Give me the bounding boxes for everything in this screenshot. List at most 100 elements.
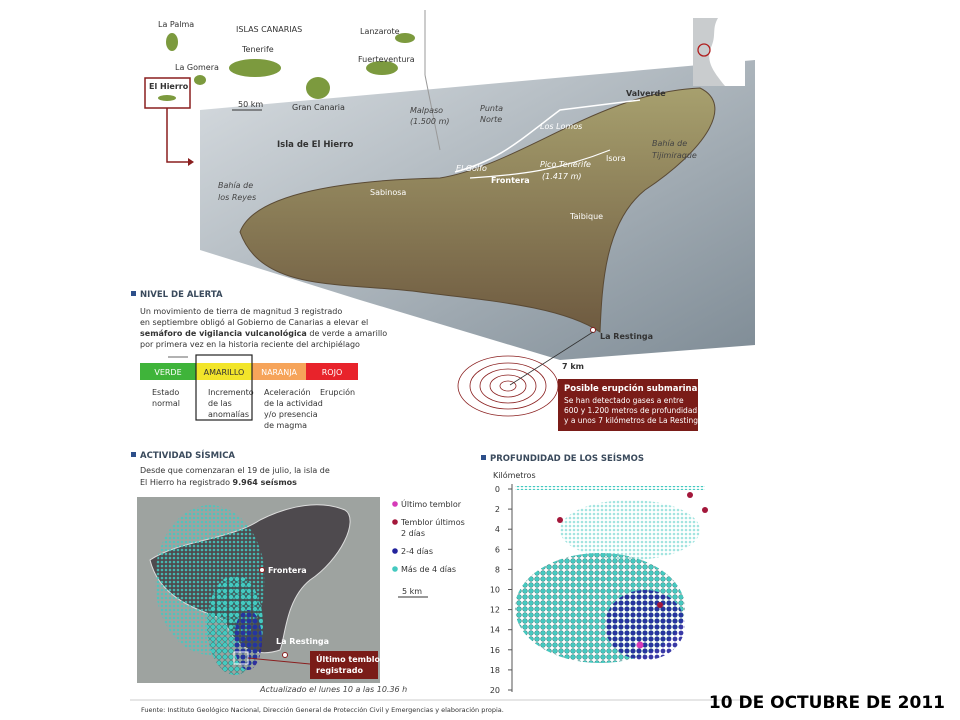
distance-label: 7 km: [562, 362, 584, 371]
ripples: [457, 355, 559, 417]
section-title: ACTIVIDAD SÍSMICA: [140, 449, 235, 461]
island-label: Lanzarote: [360, 27, 400, 36]
date: 10 DE OCTUBRE DE 2011: [709, 693, 945, 713]
place-label: los Reyes: [218, 193, 256, 202]
island-label: La Gomera: [175, 63, 219, 72]
eruption-box: [558, 379, 698, 431]
alert-text-bold: semáforo de vigilancia vulcanológica: [140, 328, 307, 338]
y-tick-label: 2: [495, 505, 500, 514]
island-shape: [366, 61, 398, 75]
road: [454, 99, 641, 173]
legend-swatch: [392, 501, 398, 507]
place-label: Frontera: [491, 176, 530, 185]
island-shape: [158, 95, 176, 101]
quake-dot: [636, 641, 644, 649]
place-label: Taibique: [569, 212, 603, 221]
arrowhead: [188, 158, 194, 166]
island-shape: [194, 75, 206, 85]
bullet: [131, 291, 136, 296]
island-shape: [306, 77, 330, 99]
source: Fuente: Instituto Geológico Nacional, Di…: [141, 706, 504, 714]
alert-level-text: Incremento: [208, 388, 254, 397]
last-quake-text: Último temblor: [316, 653, 384, 664]
map-title: Isla de El Hierro: [277, 140, 353, 150]
bullet: [131, 452, 136, 457]
place-label: La Restinga: [600, 332, 653, 341]
legend-label: Temblor últimos: [400, 518, 465, 527]
alert-text: en septiembre obligó al Gobierno de Cana…: [140, 317, 368, 327]
pointer: [166, 108, 188, 163]
y-tick-label: 6: [495, 545, 500, 554]
quake-dot: [702, 507, 708, 513]
island-shape: [395, 33, 415, 43]
place-label: Los Lomos: [540, 122, 582, 131]
seismic-text: El Hierro ha registrado: [140, 478, 233, 487]
place-label: Isora: [606, 154, 626, 163]
scale-label: 5 km: [402, 587, 422, 596]
alert-level-name: VERDE: [154, 368, 181, 377]
place-label: Frontera: [268, 566, 307, 575]
eruption-text: Se han detectado gases a entre: [564, 396, 684, 405]
alert-level-text: y/o presencia: [264, 410, 318, 419]
alert-level-text: de las: [208, 399, 232, 408]
island-label: Fuerteventura: [358, 55, 415, 64]
inset-title: ISLAS CANARIAS: [236, 25, 302, 34]
axis-title: Kilómetros: [493, 470, 536, 480]
place-label: Punta: [480, 104, 503, 113]
place-dot: [590, 327, 596, 333]
seismic-cluster: [234, 610, 262, 670]
bullet: [481, 455, 486, 460]
legend-swatch: [392, 566, 398, 572]
place-label: (1.500 m): [410, 117, 449, 126]
scale-label: 50 km: [238, 100, 263, 109]
seismic-text: El Hierro ha registrado 9.964 seísmos: [140, 478, 297, 487]
seismic-text: Desde que comenzaran el 19 de julio, la …: [140, 466, 330, 475]
current-level-box: [195, 354, 253, 421]
y-tick-label: 18: [490, 666, 500, 675]
island-label: Gran Canaria: [292, 103, 345, 112]
section-title: NIVEL DE ALERTA: [140, 290, 223, 300]
y-tick-label: 4: [495, 525, 500, 534]
y-tick-label: 16: [490, 646, 500, 655]
distance-line: [509, 331, 594, 386]
continent: [709, 18, 745, 86]
alert-level-text: Estado: [152, 388, 179, 397]
alert-text: semáforo de vigilancia vulcanológica de …: [140, 328, 387, 338]
alert-level-text: de la actividad: [264, 399, 323, 408]
inset-border: [424, 74, 441, 151]
island-shape: [166, 33, 178, 51]
alert-level-name: AMARILLO: [204, 368, 245, 377]
place-label: Bahía de: [218, 181, 253, 190]
y-tick-label: 0: [495, 485, 500, 494]
update-note: Actualizado el lunes 10 a las 10.36 h: [259, 685, 407, 694]
pointer: [247, 657, 311, 665]
alert-text: Un movimiento de tierra de magnitud 3 re…: [140, 307, 342, 316]
island: [239, 87, 716, 333]
last-quake-text: registrado: [316, 666, 363, 675]
depth-plot: [515, 486, 708, 663]
alert-level-text: de magma: [264, 421, 307, 430]
place-label: El Golfo: [456, 164, 487, 173]
seismic-cluster: [515, 486, 705, 490]
y-tick-label: 12: [490, 606, 500, 615]
legend-swatch: [392, 548, 398, 554]
seismic-cluster: [605, 590, 685, 660]
legend-label: 2 días: [401, 529, 425, 538]
alert-level: [306, 363, 358, 380]
island-label: El Hierro: [149, 82, 189, 91]
legend-label: Último temblor: [401, 498, 462, 509]
place-label: Malpaso: [410, 106, 443, 115]
island-label: La Palma: [158, 20, 194, 29]
y-tick-label: 10: [490, 586, 500, 595]
y-tick-label: 14: [490, 626, 500, 635]
place-label: Tijimiraque: [652, 151, 697, 160]
place-label: Pico Tenerife: [540, 160, 591, 169]
alert-level-text: Erupción: [320, 387, 355, 397]
alert-level-text: Aceleración: [264, 387, 311, 397]
place-label: Sabinosa: [370, 188, 406, 197]
legend-swatch: [392, 519, 398, 525]
location-marker: [697, 43, 711, 57]
alert-level: [140, 363, 196, 380]
place-label: Norte: [480, 115, 502, 124]
